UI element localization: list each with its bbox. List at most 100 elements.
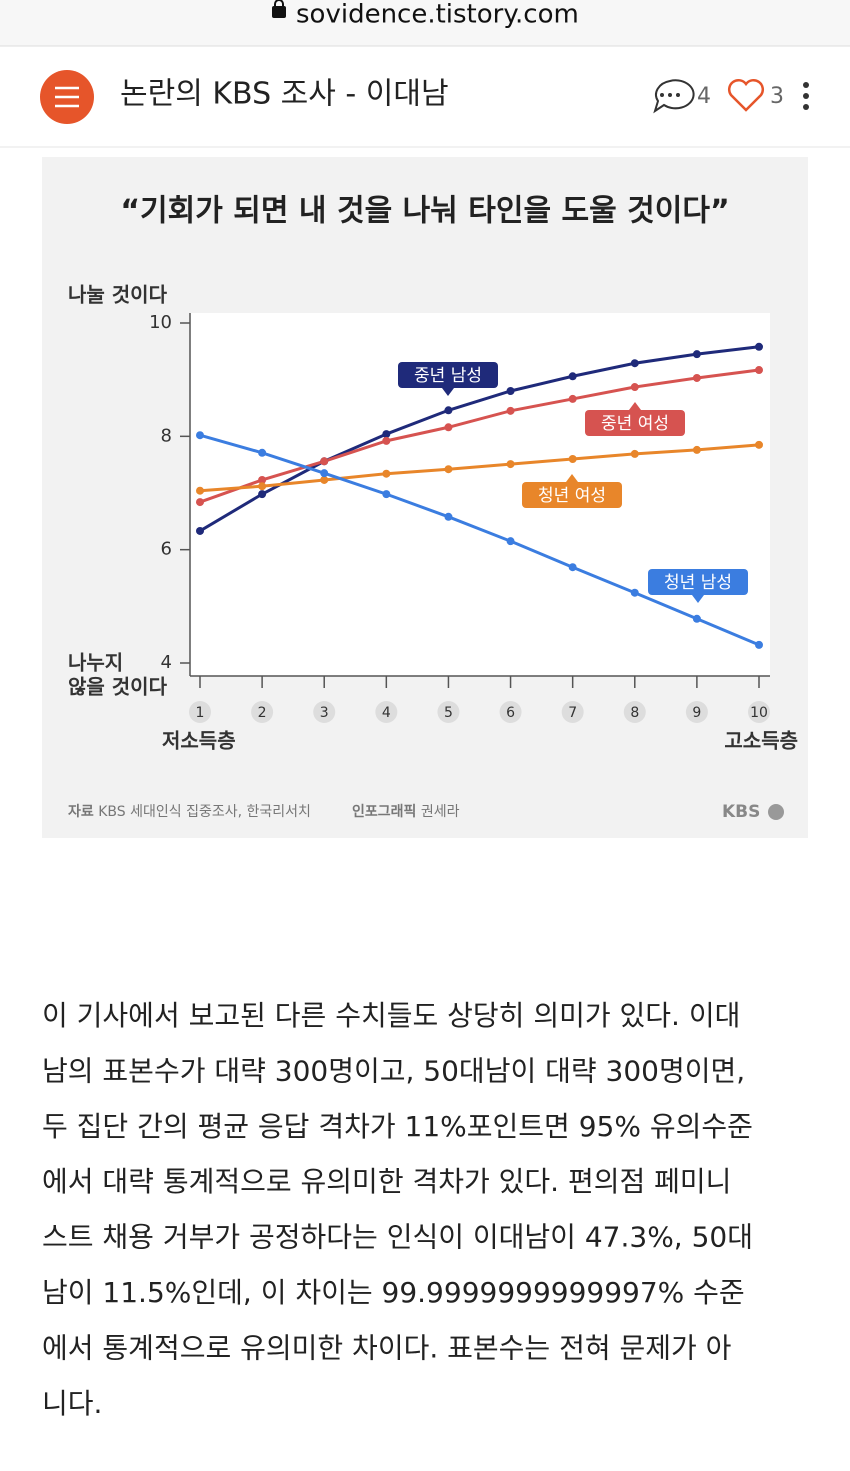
y-tick-label: 4 [161, 652, 172, 673]
data-point [320, 475, 329, 484]
series-line [199, 368, 760, 504]
like-icon[interactable] [728, 79, 764, 112]
data-point [506, 537, 515, 546]
paragraph-line: 니다. [42, 1387, 102, 1420]
data-point [630, 449, 639, 458]
series-line [199, 443, 760, 493]
x-tick-badge [251, 701, 274, 723]
data-point [568, 455, 577, 463]
data-point [506, 460, 515, 469]
more-dot[interactable] [803, 93, 809, 99]
x-tick-badge [561, 701, 584, 723]
series-callout [648, 569, 748, 595]
series-line [199, 433, 760, 647]
x-tick-badge [189, 701, 211, 723]
paragraph-line: 에서 통계적으로 유의미한 차이다. 표본수는 전혀 문제가 아 [42, 1331, 731, 1364]
logo-mark [768, 804, 784, 820]
y-tick-label: 10 [149, 312, 172, 333]
source-label: 자료 [68, 804, 94, 820]
y-tick-label: 8 [161, 425, 172, 446]
logo: KBS [722, 802, 760, 822]
data-point [755, 640, 763, 649]
x-tick-badge [499, 701, 522, 723]
data-point [258, 482, 267, 491]
y-label-top: 나눌 것이다 [68, 283, 168, 307]
data-point [692, 350, 701, 359]
x-tick-badge [748, 701, 770, 723]
data-point [258, 490, 267, 499]
data-point [444, 423, 453, 432]
callout-pointer [566, 474, 578, 482]
like-count: 3 [770, 84, 784, 109]
x-tick-badge [685, 701, 708, 723]
data-point [196, 431, 204, 440]
url: sovidence.tistory.com [296, 0, 579, 30]
data-point [755, 366, 763, 375]
more-dot[interactable] [803, 82, 809, 88]
series-callout [585, 410, 685, 436]
data-point [568, 394, 577, 403]
data-point [692, 373, 701, 382]
x-tick-badge [437, 701, 460, 723]
credit: 인포그래픽 권세라 [352, 803, 460, 820]
paragraph-line: 남의 표본수가 대략 300명이고, 50대남이 대략 300명이면, [42, 1054, 745, 1087]
callout-pointer [442, 388, 454, 396]
data-point [196, 526, 204, 535]
x-tick-label: 9 [692, 705, 701, 721]
lock-shackle [274, 0, 284, 7]
comment-count: 4 [697, 84, 711, 109]
comment-icon[interactable] [653, 79, 695, 114]
data-point [382, 430, 391, 439]
more-dot[interactable] [803, 104, 809, 110]
series-name: 청년 남성 [664, 573, 732, 593]
paragraph-line: 에서 대략 통계적으로 유의미한 격차가 있다. 편의점 페미니 [42, 1165, 731, 1198]
data-point [382, 469, 391, 478]
x-tick-label: 10 [750, 705, 768, 721]
data-point [258, 448, 267, 457]
data-point [506, 387, 515, 395]
data-point [506, 406, 515, 415]
data-point [444, 406, 453, 415]
chart-title: “기회가 되면 내 것을 나눠 타인을 도울 것이다” [120, 194, 729, 229]
series-name: 청년 여성 [538, 486, 606, 506]
dot [668, 93, 672, 97]
menu-icon [55, 86, 79, 108]
paragraph-line: 남이 11.5%인데, 이 차이는 99.9999999999997% 수준 [42, 1276, 745, 1309]
source: 자료 KBS 세대인식 집중조사, 한국리서치 [68, 804, 311, 820]
data-point [444, 465, 453, 474]
credit-text: 권세라 [421, 804, 460, 820]
x-tick-label: 4 [382, 705, 391, 721]
post-title: 논란의 KBS 조사 - 이대남 [120, 77, 449, 112]
url-bar [0, 0, 850, 46]
paragraph-line: 스트 채용 거부가 공정하다는 인식이 이대남이 47.3%, 50대 [42, 1221, 753, 1254]
dot [660, 93, 664, 97]
y-tick-label: 6 [161, 539, 172, 560]
data-point [320, 457, 329, 466]
data-point [568, 563, 577, 572]
x-tick-badge [623, 701, 646, 723]
paragraph-line: 이 기사에서 보고된 다른 수치들도 상당히 의미가 있다. 이대 [42, 999, 740, 1032]
x-label-left: 저소득층 [162, 729, 236, 753]
data-point [630, 588, 639, 597]
data-point [568, 372, 577, 381]
data-point [196, 486, 204, 495]
lock-icon [272, 6, 286, 18]
credit-label: 인포그래픽 [352, 803, 416, 820]
data-point [755, 440, 763, 449]
y-label-bottom: 않을 것이다 [68, 675, 168, 699]
series-name: 중년 남성 [414, 366, 482, 386]
data-point [755, 342, 763, 351]
x-tick-badge [313, 701, 336, 723]
dot [676, 93, 680, 97]
callout-pointer [692, 595, 704, 603]
series-line [199, 345, 760, 533]
x-tick-badge [375, 701, 398, 723]
y-label-bottom: 나누지 [68, 651, 123, 675]
callout-pointer [629, 402, 641, 410]
series-name: 중년 여성 [601, 414, 669, 434]
x-tick-label: 8 [630, 705, 639, 721]
